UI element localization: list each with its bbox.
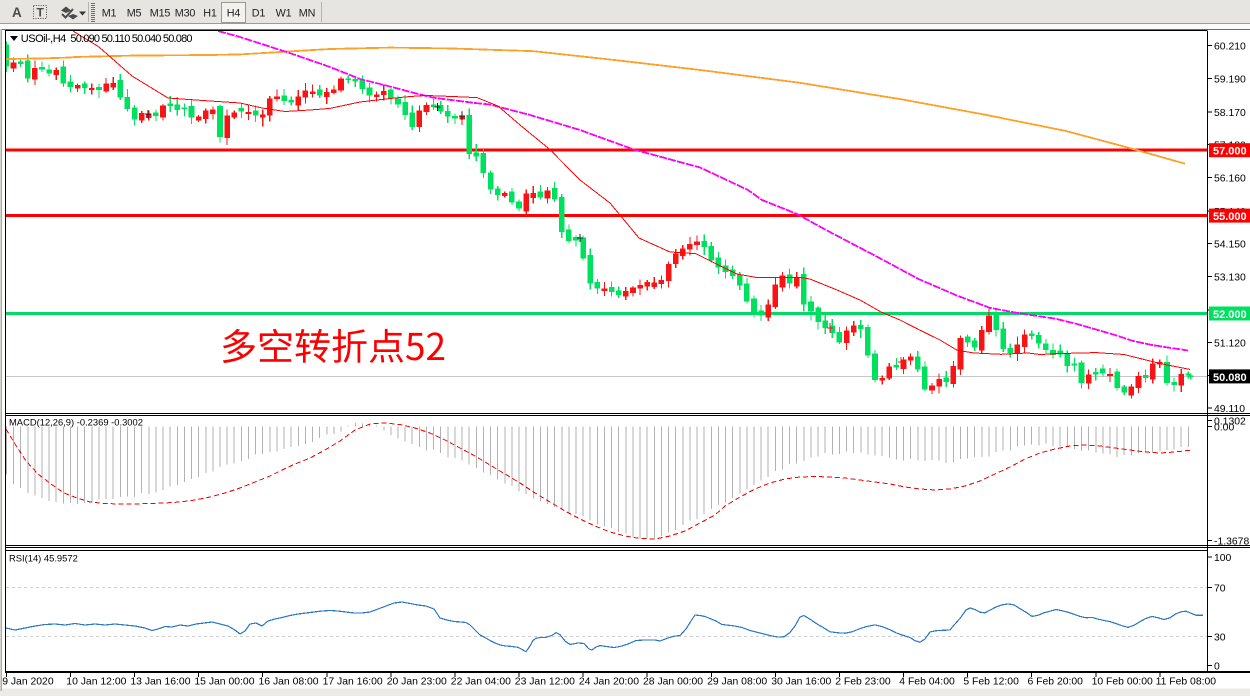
svg-text:28 Jan 00:00: 28 Jan 00:00 xyxy=(643,677,703,688)
svg-text:100: 100 xyxy=(1214,553,1232,564)
svg-text:60.210: 60.210 xyxy=(1214,41,1246,52)
svg-text:59.190: 59.190 xyxy=(1214,75,1246,86)
svg-text:0: 0 xyxy=(1214,662,1220,673)
svg-text:52.000: 52.000 xyxy=(1213,309,1247,321)
svg-text:T: T xyxy=(37,6,45,20)
svg-text:6 Feb 20:00: 6 Feb 20:00 xyxy=(1028,677,1084,688)
svg-text:0.1302: 0.1302 xyxy=(1214,417,1246,428)
svg-text:49.110: 49.110 xyxy=(1214,404,1245,415)
svg-text:A: A xyxy=(12,5,22,20)
svg-text:22 Jan 04:00: 22 Jan 04:00 xyxy=(451,677,511,688)
svg-text:10 Feb 00:00: 10 Feb 00:00 xyxy=(1092,677,1153,688)
svg-text:D1: D1 xyxy=(252,8,266,20)
svg-text:0.00: 0.00 xyxy=(1214,423,1234,434)
svg-text:23 Jan 12:00: 23 Jan 12:00 xyxy=(515,677,575,688)
svg-text:53.130: 53.130 xyxy=(1214,273,1246,284)
svg-text:56.160: 56.160 xyxy=(1214,174,1246,185)
svg-text:16 Jan 08:00: 16 Jan 08:00 xyxy=(259,677,319,688)
svg-text:M5: M5 xyxy=(127,8,142,20)
svg-text:54.150: 54.150 xyxy=(1214,239,1246,250)
svg-text:20 Jan 23:00: 20 Jan 23:00 xyxy=(387,677,447,688)
svg-text:57.000: 57.000 xyxy=(1213,146,1247,158)
svg-text:30 Jan 16:00: 30 Jan 16:00 xyxy=(771,677,831,688)
svg-text:50.080: 50.080 xyxy=(1213,372,1247,384)
svg-text:-1.3678: -1.3678 xyxy=(1214,537,1249,548)
svg-text:2 Feb 23:00: 2 Feb 23:00 xyxy=(835,677,891,688)
svg-text:30: 30 xyxy=(1214,632,1226,643)
svg-text:H1: H1 xyxy=(203,8,217,20)
svg-text:70: 70 xyxy=(1214,583,1226,594)
svg-text:4 Feb 04:00: 4 Feb 04:00 xyxy=(899,677,955,688)
svg-text:USOil-,H4: USOil-,H4 xyxy=(21,33,66,45)
svg-text:15 Jan 00:00: 15 Jan 00:00 xyxy=(194,677,254,688)
svg-text:24 Jan 20:00: 24 Jan 20:00 xyxy=(579,677,639,688)
svg-text:51.120: 51.120 xyxy=(1214,338,1246,349)
svg-text:55.000: 55.000 xyxy=(1213,211,1247,223)
svg-text:13 Jan 16:00: 13 Jan 16:00 xyxy=(130,677,190,688)
svg-text:W1: W1 xyxy=(276,8,292,20)
svg-text:M15: M15 xyxy=(150,8,171,20)
svg-text:9 Jan 2020: 9 Jan 2020 xyxy=(2,677,54,688)
svg-text:5 Feb 12:00: 5 Feb 12:00 xyxy=(963,677,1019,688)
svg-text:58.170: 58.170 xyxy=(1214,108,1246,119)
svg-text:29 Jan 08:00: 29 Jan 08:00 xyxy=(707,677,767,688)
svg-text:H4: H4 xyxy=(227,8,241,20)
svg-text:17 Jan 16:00: 17 Jan 16:00 xyxy=(323,677,383,688)
svg-text:11 Feb 08:00: 11 Feb 08:00 xyxy=(1156,677,1217,688)
svg-text:RSI(14) 45.9572: RSI(14) 45.9572 xyxy=(9,553,78,564)
svg-text:M30: M30 xyxy=(175,8,196,20)
svg-text:MACD(12,26,9) -0.2369 -0.3002: MACD(12,26,9) -0.2369 -0.3002 xyxy=(9,417,143,428)
svg-text:50.090 50.110 50.040 50.080: 50.090 50.110 50.040 50.080 xyxy=(70,33,192,45)
svg-text:M1: M1 xyxy=(102,8,117,20)
svg-text:10 Jan 12:00: 10 Jan 12:00 xyxy=(66,677,126,688)
svg-text:MN: MN xyxy=(299,8,315,20)
